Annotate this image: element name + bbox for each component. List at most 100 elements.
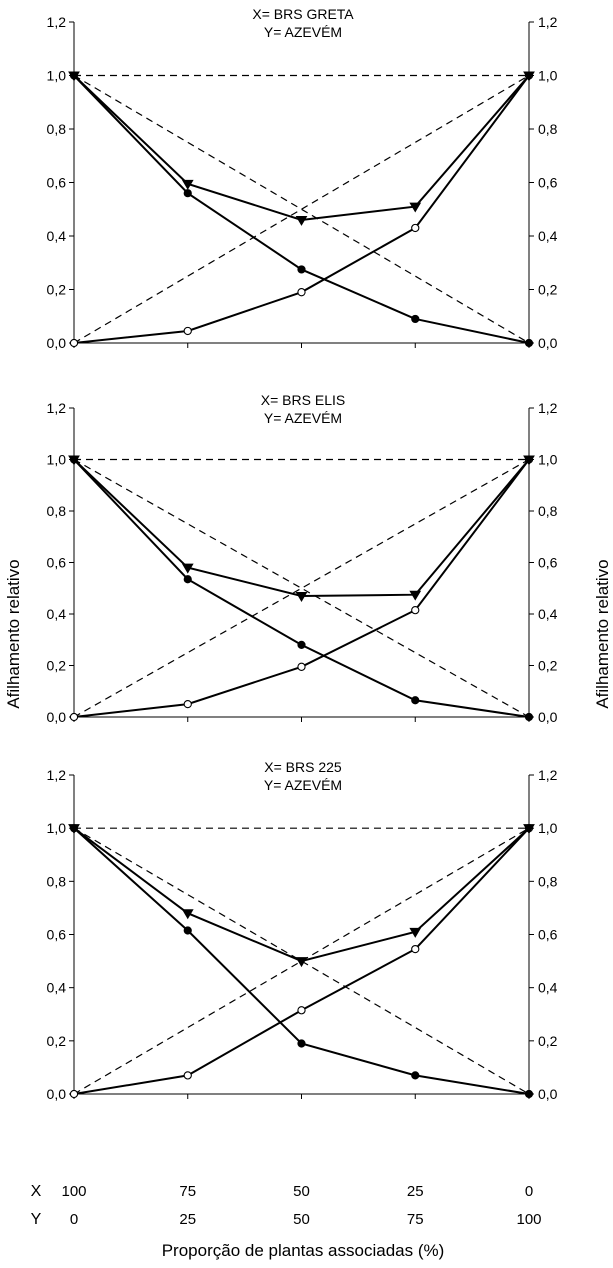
y-tick-label-right: 0,8 (538, 503, 558, 519)
data-point-triangle-down (68, 455, 80, 466)
data-point-open-circle (411, 605, 420, 615)
y-tick-label-left: 0,4 (47, 606, 67, 622)
y-tick-label-right: 1,2 (538, 14, 558, 30)
y-proportion-tick-labels: 0 25 50 75 100 (70, 1211, 542, 1228)
x-proportion-label: 75 (179, 1183, 196, 1200)
y-tick-label-right: 0,8 (538, 873, 558, 889)
data-point-open-circle (411, 223, 420, 233)
y-proportion-label: 50 (293, 1211, 310, 1228)
data-point-filled-circle (411, 696, 420, 705)
chart-title-line2: Y= AZEVÉM (264, 410, 342, 426)
data-point-triangle-down (181, 909, 194, 920)
y-tick-label-left: 0,6 (47, 175, 67, 191)
y-proportion-label: 75 (407, 1211, 424, 1228)
chart-title-line2: Y= AZEVÉM (264, 777, 342, 793)
y-tick-label-left: 0,8 (47, 873, 67, 889)
chart-title-line2: Y= AZEVÉM (264, 24, 342, 40)
x-proportion-label: 50 (293, 1183, 310, 1200)
y-tick-label-left: 0,4 (47, 228, 67, 244)
data-point-filled-circle (297, 1039, 306, 1048)
chart-title-line1: X= BRS GRETA (252, 6, 354, 22)
data-point-open-circle (69, 712, 79, 722)
y-tick-label-right: 0,8 (538, 121, 558, 137)
data-point-triangle-down (409, 927, 422, 938)
x-proportion-label: 25 (407, 1183, 424, 1200)
y-tick-label-left: 0,0 (47, 335, 67, 351)
y-tick-label-left: 1,0 (47, 68, 67, 84)
y-tick-label-left: 1,2 (47, 400, 67, 416)
data-point-triangle-down (409, 590, 422, 601)
data-point-filled-circle (524, 1089, 534, 1099)
y-tick-label-right: 0,2 (538, 1033, 558, 1049)
chart-panel-2: 0,0 0,0 0,2 0,2 0,4 0,4 0,6 0,6 0,8 0,8 1,0 1,0 1,2 1… (47, 392, 558, 725)
x-proportion-label: 100 (61, 1183, 86, 1200)
data-point-open-circle (69, 1089, 79, 1099)
series-line-triangle-down (73, 74, 530, 221)
y-tick-label-right: 0,0 (538, 1086, 558, 1102)
y-tick-label-left: 0,0 (47, 1086, 67, 1102)
y-tick-label-right: 0,4 (538, 228, 558, 244)
y-tick-label-left: 0,2 (47, 282, 67, 298)
data-point-triangle-down (68, 824, 80, 835)
data-point-open-circle (69, 338, 79, 348)
data-point-open-circle (297, 662, 306, 671)
data-point-filled-circle (411, 314, 420, 324)
x-proportion-tick-labels: 100 75 50 25 0 (61, 1183, 533, 1200)
data-point-triangle-down (523, 71, 535, 82)
y-tick-label-right: 0,0 (538, 335, 558, 351)
data-point-triangle-down (181, 179, 194, 190)
data-point-open-circle (297, 1006, 306, 1015)
data-point-open-circle (411, 944, 420, 954)
data-point-open-circle (183, 699, 192, 709)
data-point-filled-circle (183, 926, 192, 935)
expected-line-y (73, 827, 530, 1095)
panels: 0,0 0,0 0,2 0,2 0,4 0,4 0,6 0,6 0,8 0,8 1,0 1,0 1,2 1… (47, 6, 558, 1102)
expected-line-x (73, 458, 530, 718)
data-point-open-circle (297, 288, 306, 297)
y-tick-label-right: 0,4 (538, 606, 558, 622)
x-proportion-label: 0 (525, 1183, 533, 1200)
data-point-triangle-down (295, 957, 308, 968)
y-proportion-label: 100 (516, 1211, 541, 1228)
y-proportion-label: 25 (179, 1211, 196, 1228)
data-point-triangle-down (181, 563, 194, 574)
data-point-open-circle (183, 1071, 192, 1080)
y-tick-label-left: 1,0 (47, 452, 67, 468)
y-tick-label-right: 0,6 (538, 555, 558, 571)
y-row-label: Y (31, 1211, 42, 1228)
data-point-triangle-down (68, 71, 80, 82)
expected-line-x (73, 827, 530, 1095)
data-point-filled-circle (524, 712, 534, 722)
y-tick-label-right: 0,6 (538, 927, 558, 943)
data-point-triangle-down (523, 824, 535, 835)
data-point-filled-circle (183, 189, 192, 198)
y-tick-label-right: 0,0 (538, 709, 558, 725)
y-tick-label-left: 1,2 (47, 767, 67, 783)
y-tick-label-left: 0,2 (47, 658, 67, 674)
y-tick-label-right: 0,2 (538, 282, 558, 298)
y-tick-label-right: 1,0 (538, 452, 558, 468)
chart-panel-1: 0,0 0,0 0,2 0,2 0,4 0,4 0,6 0,6 0,8 0,8 1,0 1,0 1,2 1… (47, 6, 558, 351)
y-tick-label-left: 0,8 (47, 503, 67, 519)
chart-panel-3: 0,0 0,0 0,2 0,2 0,4 0,4 0,6 0,6 0,8 0,8 1,0 1,0 1,2 1… (47, 759, 558, 1102)
y-tick-label-left: 1,0 (47, 820, 67, 836)
y-proportion-label: 0 (70, 1211, 78, 1228)
data-point-triangle-down (295, 215, 308, 226)
y-tick-label-left: 0,2 (47, 1033, 67, 1049)
y-axis-label-left: Afilhamento relativo (4, 559, 23, 708)
data-point-filled-circle (297, 265, 306, 274)
expected-line-y (73, 458, 530, 718)
y-tick-label-right: 1,2 (538, 767, 558, 783)
x-axis-label: Proporção de plantas associadas (%) (162, 1241, 445, 1260)
y-tick-label-right: 0,4 (538, 980, 558, 996)
data-point-triangle-down (409, 202, 422, 213)
y-tick-label-left: 0,8 (47, 121, 67, 137)
y-tick-label-left: 0,0 (47, 709, 67, 725)
data-point-filled-circle (524, 338, 534, 348)
chart-title-line1: X= BRS 225 (264, 759, 342, 775)
y-tick-label-right: 1,0 (538, 820, 558, 836)
y-tick-label-right: 0,2 (538, 658, 558, 674)
data-point-triangle-down (523, 455, 535, 466)
data-point-filled-circle (411, 1071, 420, 1080)
y-tick-label-left: 0,6 (47, 555, 67, 571)
